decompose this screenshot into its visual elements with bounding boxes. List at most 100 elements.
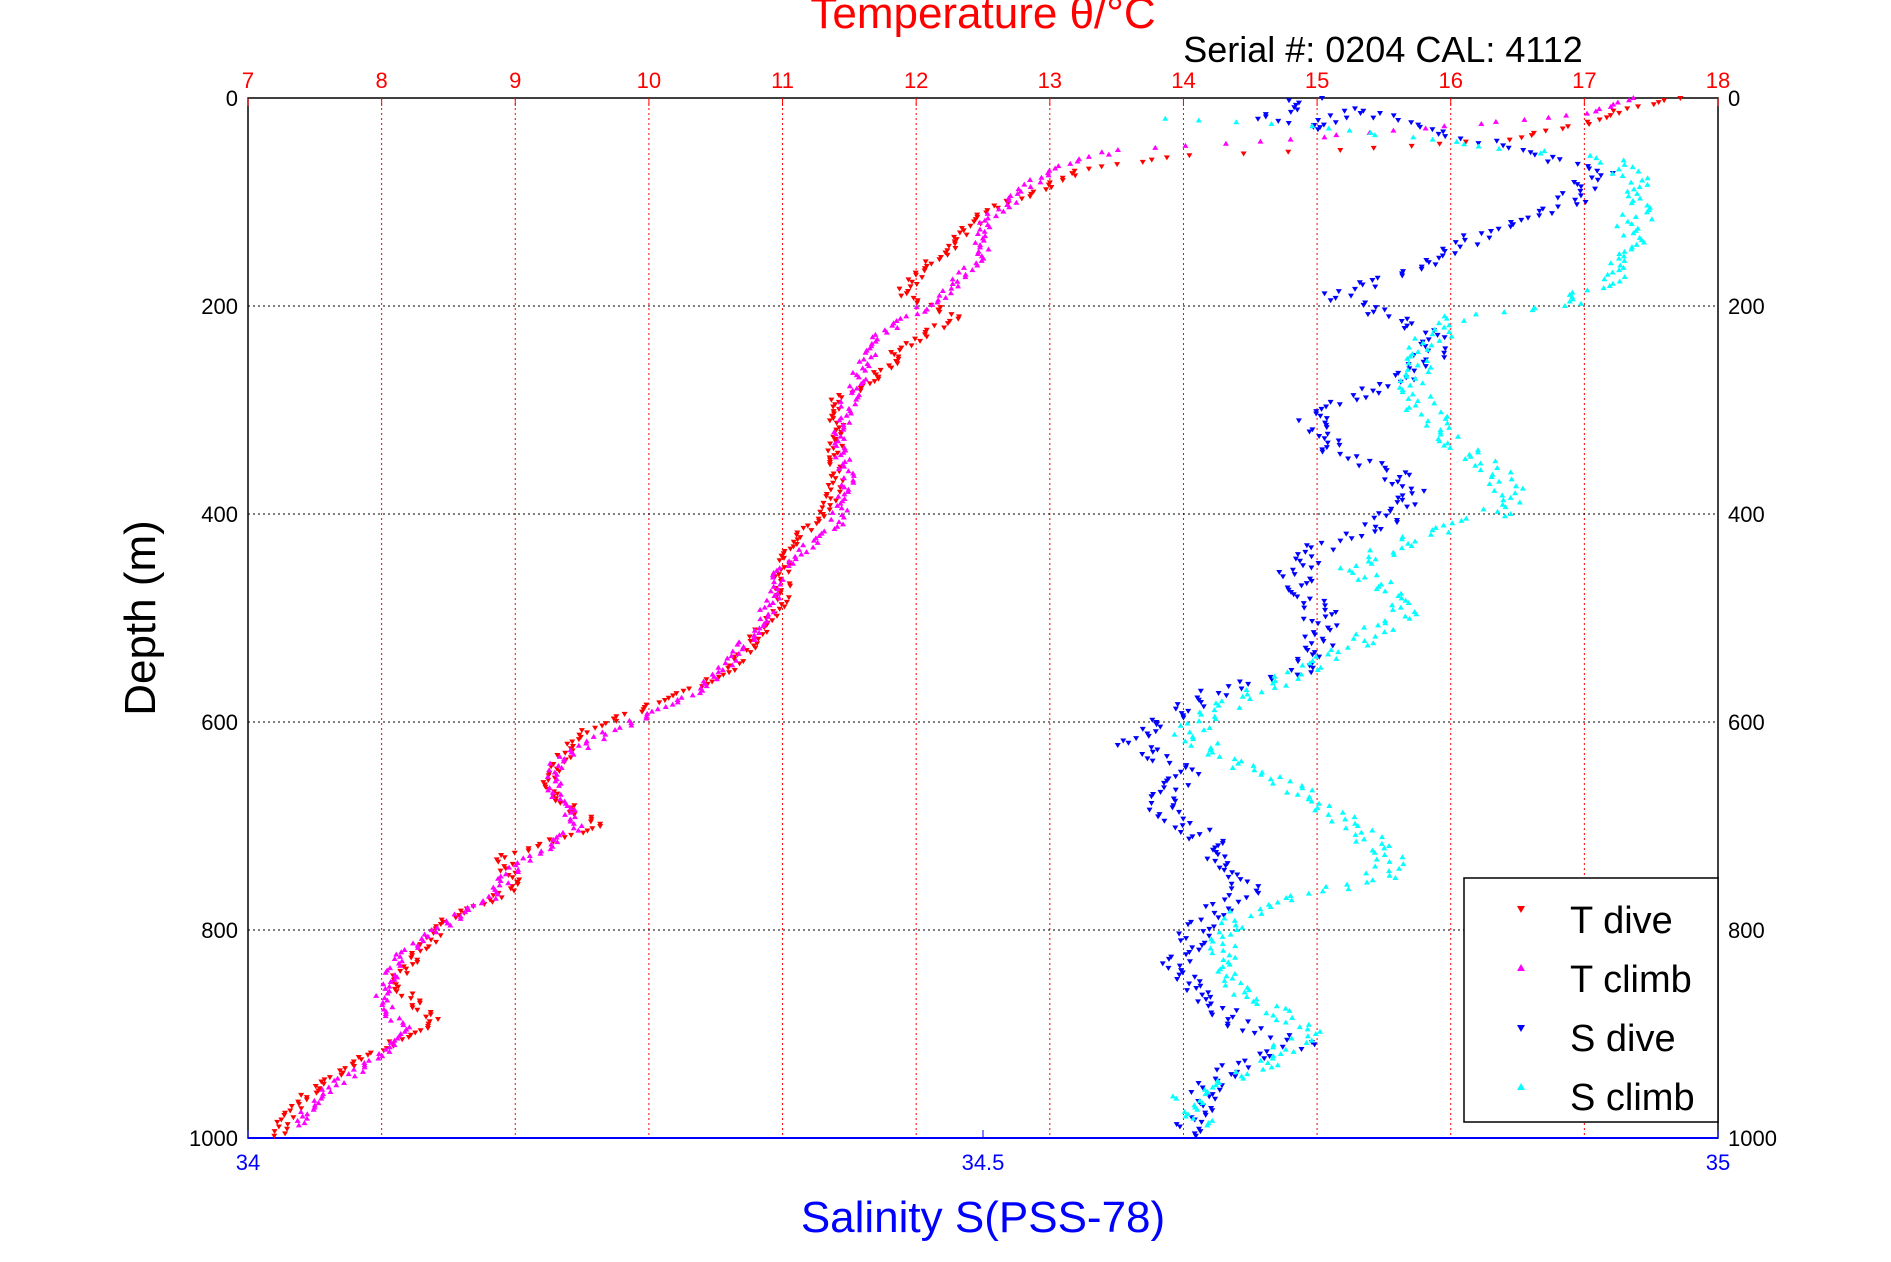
data-point-t-dive [561,835,568,841]
data-point-t-climb [562,811,569,817]
data-point-t-climb [398,949,405,955]
data-point-s-dive [1295,100,1302,106]
data-point-s-dive [1177,938,1184,944]
data-point-s-climb [1212,716,1219,722]
data-point-s-dive [1429,127,1436,133]
data-point-t-dive [507,886,514,892]
data-point-s-dive [1292,556,1299,562]
data-point-t-dive [1043,187,1050,193]
data-point-t-climb [451,911,458,917]
data-point-t-dive [804,523,811,529]
data-point-t-dive [825,448,832,454]
data-point-s-climb [1373,586,1380,592]
data-point-t-dive [321,1077,328,1083]
data-point-s-dive [1394,479,1401,485]
data-point-s-climb [1345,886,1352,892]
data-point-t-dive [1186,153,1193,159]
data-point-s-dive [1309,427,1316,433]
data-point-t-dive [747,650,754,656]
data-point-s-dive [1180,816,1187,822]
data-point-s-climb [1361,638,1368,644]
data-point-s-dive [1335,438,1342,444]
data-point-s-dive [1139,726,1146,732]
data-point-s-dive [1406,472,1413,478]
data-point-s-dive [1157,789,1164,795]
data-point-s-climb [1386,858,1393,864]
data-point-t-dive [827,487,834,493]
data-point-t-climb [844,507,851,513]
data-point-t-dive [931,323,938,329]
data-point-t-climb [556,832,563,838]
data-point-s-dive [1341,108,1348,114]
data-point-t-dive [826,462,833,468]
data-point-s-dive [1408,321,1415,327]
data-point-s-climb [1389,606,1396,612]
data-point-s-dive [1323,425,1330,431]
depth-tick-label-right: 1000 [1728,1126,1777,1151]
data-point-s-climb [1209,1084,1216,1090]
data-point-s-dive [1328,612,1335,618]
data-point-t-climb [703,683,710,689]
data-point-s-dive [1211,910,1218,916]
data-point-s-dive [1316,654,1323,660]
data-point-s-dive [1205,1003,1212,1009]
data-point-s-climb [1372,633,1379,639]
data-point-t-dive [936,309,943,315]
data-point-s-climb [1303,1039,1310,1045]
data-point-s-climb [1198,711,1205,717]
data-point-t-dive [489,899,496,905]
data-point-s-climb [1241,989,1248,995]
data-point-s-dive [1536,208,1543,214]
data-point-s-climb [1221,915,1228,921]
data-point-s-dive [1425,260,1432,266]
data-point-t-climb [832,454,839,460]
data-point-t-climb [939,287,946,293]
data-point-t-climb [803,549,810,555]
data-point-s-dive [1298,1047,1305,1053]
data-point-s-dive [1493,138,1500,144]
data-point-s-dive [1152,729,1159,735]
data-point-s-dive [1505,145,1512,151]
data-point-s-climb [1639,177,1646,183]
data-point-t-dive [1677,96,1684,101]
series-t-climb [294,95,1637,1128]
data-point-t-dive [589,826,596,832]
data-point-s-dive [1308,670,1315,676]
data-point-t-climb [391,976,398,982]
temperature-tick-label: 12 [904,68,928,93]
data-point-s-climb [1171,731,1178,737]
data-point-t-climb [359,1068,366,1074]
data-point-s-climb [1373,856,1380,862]
data-point-t-climb [846,383,853,389]
data-point-t-climb [1478,121,1485,126]
data-point-s-climb [1606,282,1613,288]
data-point-s-climb [1273,1017,1280,1023]
data-point-s-climb [1436,438,1443,444]
data-point-s-climb [1569,289,1576,295]
data-point-s-climb [1381,845,1388,851]
data-point-t-climb [1105,151,1112,157]
data-point-t-dive [284,1126,291,1132]
data-point-t-climb [773,567,780,573]
data-point-s-climb [1474,449,1481,455]
data-point-s-climb [1398,590,1405,596]
temperature-tick-label: 17 [1572,68,1596,93]
data-point-s-dive [1159,961,1166,967]
data-point-s-dive [1309,665,1316,671]
data-point-s-dive [1300,563,1307,569]
data-point-t-climb [1607,103,1614,109]
data-point-t-climb [713,676,720,682]
data-point-s-climb [1304,1026,1311,1032]
data-point-s-climb [1271,673,1278,679]
data-point-t-dive [320,1081,327,1087]
data-point-t-climb [836,417,843,423]
data-point-s-dive [1308,565,1315,571]
data-point-t-climb [558,765,565,771]
data-point-s-dive [1381,477,1388,483]
data-point-s-dive [1336,402,1343,408]
data-point-s-climb [1367,129,1374,135]
data-point-s-climb [1406,615,1413,621]
data-point-s-climb [1620,232,1627,238]
data-point-s-climb [1386,872,1393,878]
